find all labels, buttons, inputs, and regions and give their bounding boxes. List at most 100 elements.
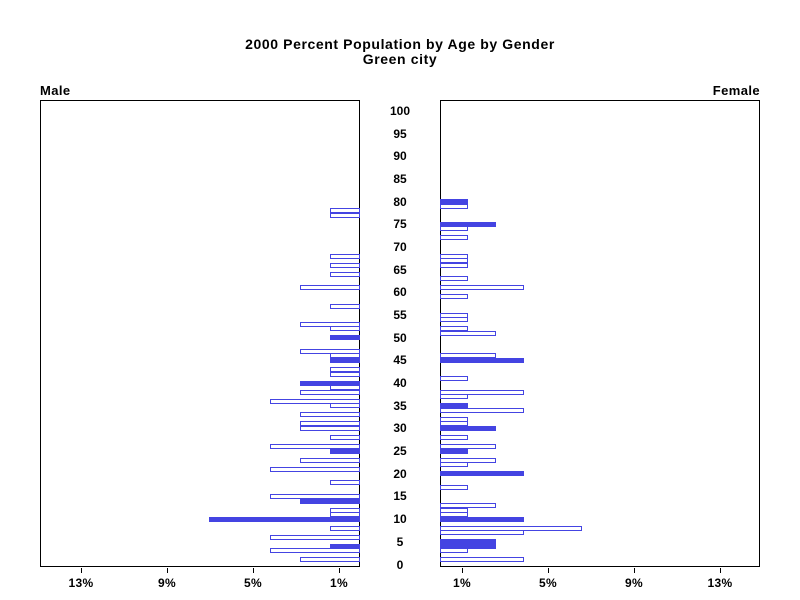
male-panel-label: Male — [40, 83, 71, 98]
male-bar-age-3 — [270, 548, 360, 553]
female-axis-tick-label-1: 1% — [453, 576, 471, 590]
male-bar-age-77 — [330, 213, 360, 218]
male-bar-age-11 — [330, 512, 360, 517]
female-bar-age-7 — [440, 530, 524, 535]
male-bar-age-18 — [330, 480, 360, 485]
male-bar-age-26 — [270, 444, 360, 449]
female-bar-age-20 — [440, 471, 524, 476]
female-bar-age-61 — [440, 285, 524, 290]
male-bar-age-23 — [300, 458, 360, 463]
female-axis-tick-9 — [634, 568, 635, 573]
male-bar-age-42 — [330, 372, 360, 377]
female-axis-tick-label-13: 13% — [707, 576, 733, 590]
female-panel-label: Female — [712, 83, 760, 98]
female-axis-tick-label-9: 9% — [625, 576, 643, 590]
male-bar-age-66 — [330, 263, 360, 268]
age-axis-label-20: 20 — [393, 467, 407, 481]
age-axis-label-5: 5 — [396, 535, 404, 549]
age-axis-label-10: 10 — [393, 512, 407, 526]
age-axis-label-0: 0 — [396, 558, 404, 572]
age-axis-label-30: 30 — [393, 421, 407, 435]
male-bar-age-38 — [300, 390, 360, 395]
female-bar-age-46 — [440, 353, 496, 358]
male-bar-age-25 — [330, 449, 360, 454]
male-bar-age-57 — [330, 304, 360, 309]
female-bar-age-13 — [440, 503, 496, 508]
female-bar-age-26 — [440, 444, 496, 449]
female-bar-age-59 — [440, 294, 468, 299]
female-bar-age-67 — [440, 258, 468, 263]
age-axis-label-65: 65 — [393, 263, 407, 277]
female-bar-age-22 — [440, 462, 468, 467]
age-axis-label-80: 80 — [393, 195, 407, 209]
female-bar-age-31 — [440, 421, 468, 426]
age-axis-label-100: 100 — [389, 104, 411, 118]
male-axis-tick-1 — [339, 568, 340, 573]
female-axis-tick-5 — [548, 568, 549, 573]
female-bar-age-34 — [440, 408, 524, 413]
female-bar-age-72 — [440, 235, 468, 240]
female-bar-age-25 — [440, 449, 468, 454]
male-bar-age-35 — [330, 403, 360, 408]
male-bar-age-10 — [209, 517, 360, 522]
age-axis-label-95: 95 — [393, 127, 407, 141]
male-bar-age-64 — [330, 272, 360, 277]
female-bar-age-37 — [440, 394, 468, 399]
male-bar-age-14 — [300, 499, 360, 504]
male-axis-tick-9 — [167, 568, 168, 573]
female-bar-age-41 — [440, 376, 468, 381]
age-axis-label-55: 55 — [393, 308, 407, 322]
male-bar-age-1 — [300, 557, 360, 562]
age-axis-label-35: 35 — [393, 399, 407, 413]
female-bar-age-79 — [440, 204, 468, 209]
male-bar-age-39 — [330, 385, 360, 390]
female-bar-age-45 — [440, 358, 524, 363]
male-axis-tick-label-9: 9% — [158, 576, 176, 590]
male-bar-age-15 — [270, 494, 360, 499]
age-axis-label-60: 60 — [393, 285, 407, 299]
female-bar-age-80 — [440, 199, 468, 204]
female-bar-age-52 — [440, 326, 468, 331]
male-bar-age-21 — [270, 467, 360, 472]
male-axis-tick-5 — [253, 568, 254, 573]
female-bar-age-63 — [440, 276, 468, 281]
chart-subtitle: Green city — [362, 51, 438, 67]
female-bar-age-10 — [440, 517, 524, 522]
female-bar-age-5 — [440, 539, 496, 544]
female-axis-tick-label-5: 5% — [539, 576, 557, 590]
female-bar-age-11 — [440, 512, 468, 517]
male-axis-tick-13 — [81, 568, 82, 573]
male-axis-tick-label-1: 1% — [330, 576, 348, 590]
male-bar-age-36 — [270, 399, 360, 404]
male-bar-age-52 — [330, 326, 360, 331]
male-bar-age-33 — [300, 412, 360, 417]
age-axis-label-90: 90 — [393, 149, 407, 163]
female-bar-age-3 — [440, 548, 468, 553]
male-axis-tick-label-5: 5% — [244, 576, 262, 590]
female-axis-tick-1 — [462, 568, 463, 573]
age-axis-label-85: 85 — [393, 172, 407, 186]
male-bar-age-31 — [300, 421, 360, 426]
female-bar-age-38 — [440, 390, 524, 395]
male-plot-area — [40, 100, 360, 567]
age-axis-label-75: 75 — [393, 217, 407, 231]
female-bar-age-74 — [440, 226, 468, 231]
female-bar-age-1 — [440, 557, 524, 562]
female-bar-age-23 — [440, 458, 496, 463]
male-bar-age-8 — [330, 526, 360, 531]
male-bar-age-61 — [300, 285, 360, 290]
female-bar-age-17 — [440, 485, 468, 490]
female-bar-age-4 — [440, 544, 496, 549]
female-bar-age-30 — [440, 426, 496, 431]
female-bar-age-66 — [440, 263, 468, 268]
male-bar-age-6 — [270, 535, 360, 540]
age-axis-label-25: 25 — [393, 444, 407, 458]
female-bar-age-75 — [440, 222, 496, 227]
male-bar-age-28 — [330, 435, 360, 440]
female-bar-age-54 — [440, 317, 468, 322]
male-axis-tick-label-13: 13% — [68, 576, 94, 590]
female-bar-age-28 — [440, 435, 468, 440]
male-bar-age-46 — [330, 353, 360, 358]
age-axis-label-45: 45 — [393, 353, 407, 367]
